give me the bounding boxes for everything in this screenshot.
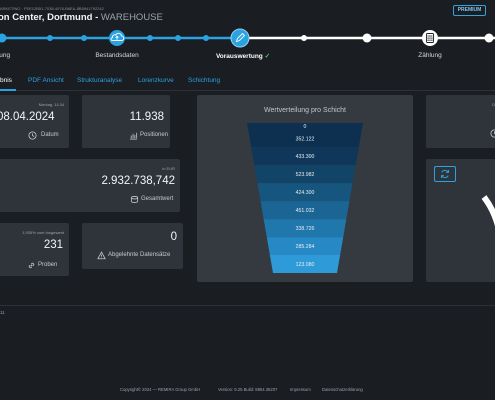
- title-main: on Center, Dortmund -: [0, 12, 101, 23]
- date-value: 08.04.2024: [0, 111, 55, 123]
- workflow-stepper: lung Bestandsdaten Vorauswertung ✓ Zählu…: [0, 28, 495, 64]
- funnel-label-8: 123.080: [296, 262, 315, 268]
- step-circle-vorauswertung: [230, 28, 250, 48]
- footer-copyright: Copyright© 2024 — REMIRA Group GmbH: [120, 387, 201, 392]
- tab-bar: bnis PDF Ansicht Strukturanalyse Lorenzk…: [0, 73, 495, 91]
- edit-icon: [235, 32, 246, 43]
- link-icon: [28, 262, 35, 269]
- funnel-layer-7[interactable]: [266, 237, 344, 256]
- step-dot: [203, 35, 209, 41]
- funnel-label-0: 0: [304, 124, 307, 130]
- bottom-number: 11: [0, 310, 5, 315]
- funnel-label-5: 451.032: [296, 208, 315, 214]
- date-weekday: Montag, 11:34: [38, 102, 64, 107]
- card-positions: 11.938 Positionen: [82, 95, 170, 148]
- samples-value: 231: [43, 239, 63, 251]
- step-dot: [147, 35, 153, 41]
- funnel-layer-2[interactable]: [251, 147, 359, 166]
- total-currency: in EUR: [162, 166, 175, 171]
- cloud-upload-icon: [110, 32, 125, 41]
- samples-label: Proben: [38, 262, 58, 268]
- step-label-vorauswertung[interactable]: Vorauswertung ✓: [216, 52, 270, 60]
- tab-active-indicator: [0, 89, 16, 91]
- calculator-icon: [426, 33, 434, 43]
- chart-card-distribution: Wertverteilung pro Schicht 0 352.122 433.3…: [197, 95, 413, 282]
- tab-schichtung[interactable]: Schichtung: [188, 77, 221, 84]
- samples-percent: 1,935% vom Insgesamt: [22, 230, 64, 235]
- card-samples: 1,935% vom Insgesamt 231 Proben: [0, 223, 69, 276]
- step-dot: [301, 35, 307, 41]
- refresh-icon: [441, 169, 449, 179]
- funnel-label-6: 338.726: [296, 226, 315, 232]
- breadcrumb-id: ARKETING · FEE12B51-7038-4076-B8EA-8B594…: [0, 6, 104, 11]
- warning-icon: [97, 251, 106, 260]
- step-dot: [0, 33, 7, 43]
- refresh-button[interactable]: [434, 166, 456, 182]
- funnel-layer-4[interactable]: [257, 183, 353, 202]
- coins-icon: [130, 196, 139, 203]
- chart-title: Wertverteilung pro Schicht: [264, 107, 346, 114]
- step-dot: [175, 35, 181, 41]
- card-total-value: in EUR 2.932.738,742 Gesamtwert: [0, 159, 180, 212]
- premium-badge[interactable]: PREMIUM: [453, 5, 486, 16]
- title-sub: WAREHOUSE: [100, 12, 163, 23]
- card-date: Montag, 11:34 08.04.2024 Datum: [0, 95, 69, 148]
- funnel-label-2: 433.300: [296, 154, 315, 160]
- funnel-layer-5[interactable]: [260, 201, 350, 220]
- stepper-track: [0, 28, 495, 48]
- tab-lorenzkurve[interactable]: Lorenzkurve: [138, 77, 174, 84]
- tab-strukturanalyse[interactable]: Strukturanalyse: [77, 77, 123, 84]
- step-dot: [47, 35, 53, 41]
- tab-ergebnis[interactable]: bnis: [0, 77, 12, 84]
- funnel-layer-6[interactable]: [263, 219, 347, 238]
- rejected-label: Abgelehnte Datensätze: [108, 252, 171, 258]
- card-rejected: 0 Abgelehnte Datensätze: [82, 223, 183, 269]
- positions-value: 11.938: [129, 111, 164, 123]
- page-title: on Center, Dortmund - WAREHOUSE: [0, 12, 163, 23]
- step-dot: [484, 33, 494, 43]
- footer-privacy-link[interactable]: Datenschutzerklärung: [322, 387, 363, 392]
- total-label: Gesamtwert: [141, 196, 174, 202]
- rejected-value: 0: [170, 231, 177, 243]
- gauge-arc: [481, 195, 495, 227]
- tab-pdf-ansicht[interactable]: PDF Ansicht: [28, 77, 64, 84]
- bar-chart-icon: [129, 132, 138, 140]
- clock-icon: [490, 129, 495, 138]
- funnel-label-3: 523.982: [296, 172, 315, 178]
- check-icon: ✓: [264, 53, 271, 60]
- funnel-label-7: 285.284: [296, 244, 315, 250]
- card-right-gauge: [426, 159, 495, 282]
- funnel-layer-0[interactable]: [247, 123, 363, 130]
- footer-version: Version: 9.25 Build: 8864.36207: [218, 387, 278, 392]
- date-label: Datum: [41, 132, 59, 138]
- funnel-chart: 0 352.122 433.300 523.982 424.300 451.032 338.…: [247, 123, 363, 273]
- total-value: 2.932.738,742: [101, 175, 175, 187]
- step-label-zaehlung[interactable]: Zählung: [418, 52, 442, 59]
- step-dot: [81, 35, 87, 41]
- funnel-layer-8[interactable]: [269, 255, 341, 273]
- content-divider: [0, 305, 495, 306]
- footer-impressum-link[interactable]: Impressum: [290, 387, 311, 392]
- step-label-0[interactable]: lung: [0, 52, 11, 59]
- funnel-label-1: 352.122: [296, 136, 315, 142]
- step-label-bestandsdaten[interactable]: Bestandsdaten: [95, 52, 139, 59]
- funnel-label-4: 424.300: [296, 190, 315, 196]
- positions-label: Positionen: [140, 132, 169, 138]
- right-card-small: D: [492, 102, 495, 107]
- funnel-layer-1[interactable]: [248, 129, 362, 148]
- card-right-top: D: [426, 95, 495, 148]
- step-label-vorauswertung-text: Vorauswertung: [215, 53, 263, 60]
- clock-icon: [28, 131, 37, 140]
- funnel-layer-3[interactable]: [254, 165, 356, 184]
- step-dot: [362, 33, 372, 43]
